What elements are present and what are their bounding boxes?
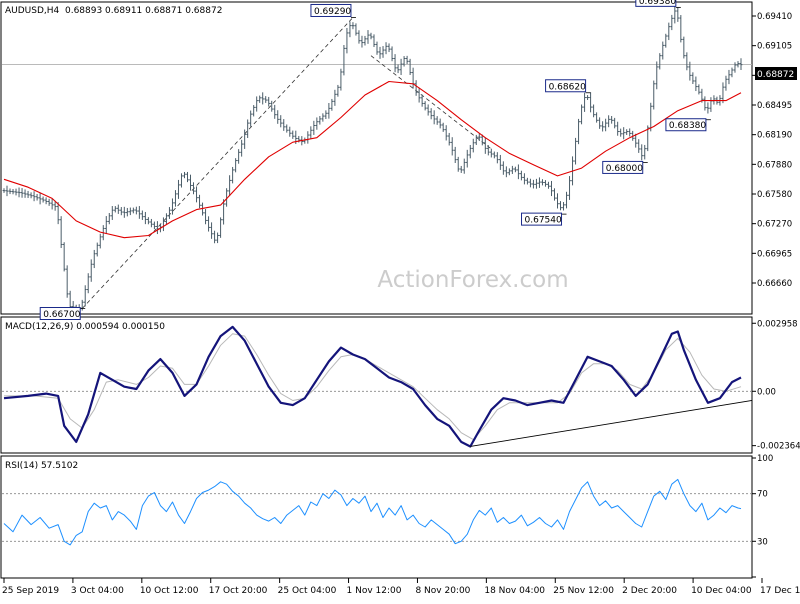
time-tick-label: 17 Dec 12:00	[760, 586, 800, 596]
macd-signal-line	[4, 333, 742, 441]
swing-label-box	[310, 3, 352, 17]
price-tick-label: 0.69410	[757, 12, 792, 22]
rsi-panel-frame	[0, 455, 753, 579]
macd-tick-label: 0.002958	[757, 319, 798, 329]
time-tick-label: 25 Nov 12:00	[553, 586, 614, 596]
swing-label-box	[665, 118, 707, 132]
main-panel-frame	[0, 1, 753, 315]
macd-panel-frame	[0, 316, 753, 454]
price-tick-label: 0.69105	[757, 42, 792, 52]
rsi-panel-title: RSI(14) 57.5102	[5, 461, 78, 471]
price-trendline	[370, 55, 492, 150]
swing-label: 0.66700	[39, 307, 86, 321]
swing-label: 0.68380	[665, 118, 711, 132]
time-tick-label: 1 Nov 12:00	[347, 586, 402, 596]
price-tick-label: 0.67880	[757, 160, 792, 170]
swing-label-text: 0.69290	[314, 7, 351, 17]
time-tick-label: 2 Dec 20:00	[622, 586, 677, 596]
swing-label: 0.67540	[521, 212, 567, 226]
swing-label: 0.69380	[635, 0, 681, 8]
price-tick-label: 0.67270	[757, 220, 792, 230]
swing-label-box	[545, 79, 587, 93]
price-tick-label: 0.68190	[757, 131, 792, 141]
macd-main-line	[3, 325, 742, 448]
swing-label-text: 0.67540	[525, 216, 562, 226]
swing-label-box	[39, 307, 81, 321]
time-tick-label: 3 Oct 04:00	[71, 586, 124, 596]
swing-label: 0.68620	[545, 79, 591, 94]
price-tick-label: 0.67580	[757, 190, 792, 200]
rsi-tick-label: 70	[757, 490, 768, 500]
time-tick-label: 18 Nov 04:00	[484, 586, 545, 596]
macd-panel-title: MACD(12,26,9) 0.000594 0.000150	[5, 322, 165, 332]
current-price-label: 0.68872	[757, 70, 794, 80]
price-tick-label: 0.68495	[757, 101, 792, 111]
swing-label-box	[521, 212, 563, 226]
swing-label: 0.68000	[602, 160, 648, 174]
rsi-tick-label: 100	[757, 454, 773, 464]
swing-label-box	[635, 0, 677, 7]
swing-label-text: 0.68620	[549, 82, 586, 92]
swing-label: 0.69290	[310, 3, 356, 18]
current-price-tag: 0.68872	[755, 67, 797, 80]
rsi-tick-label: 30	[757, 537, 768, 547]
macd-trendline	[470, 400, 753, 447]
swing-label-box	[602, 160, 644, 174]
swing-label-text: 0.66700	[43, 310, 80, 320]
watermark: ActionForex.com	[377, 267, 568, 293]
time-tick-label: 25 Sep 2019	[2, 586, 59, 596]
moving-average-line	[3, 80, 742, 239]
macd-tick-label: 0.00	[757, 387, 776, 397]
swing-label-text: 0.68000	[606, 164, 643, 174]
price-tick-label: 0.66965	[757, 249, 792, 259]
time-tick-label: 17 Oct 20:00	[209, 586, 268, 596]
swing-label-text: 0.68380	[669, 121, 706, 131]
swing-label-text: 0.69380	[639, 0, 676, 7]
time-tick-label: 10 Dec 04:00	[691, 586, 752, 596]
time-tick-label: 25 Oct 04:00	[278, 586, 337, 596]
rsi-line	[3, 478, 742, 546]
price-trendline	[81, 17, 354, 309]
main-panel-title: AUDUSD,H4 0.68893 0.68911 0.68871 0.6887…	[5, 6, 222, 16]
time-tick-label: 10 Oct 12:00	[140, 586, 199, 596]
macd-tick-label: -0.002364	[757, 442, 800, 452]
time-tick-label: 8 Nov 20:00	[415, 586, 470, 596]
price-tick-label: 0.66660	[757, 279, 792, 289]
